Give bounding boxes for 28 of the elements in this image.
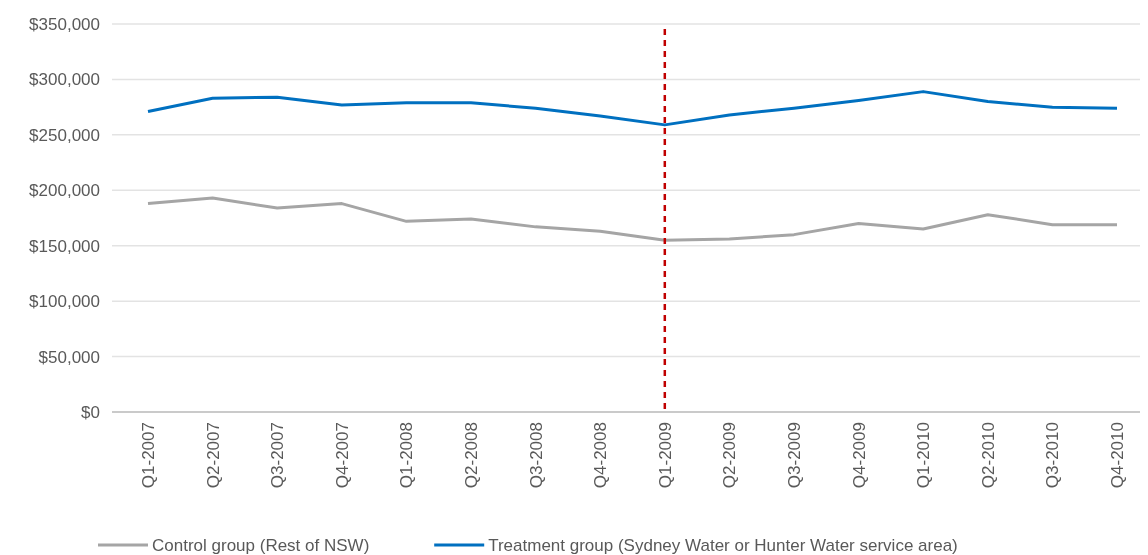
x-tick-label: Q1-2007 [139, 422, 158, 489]
x-tick-label: Q3-2007 [268, 422, 288, 489]
x-tick-label: Q4-2007 [332, 422, 352, 489]
x-tick-label: Q2-2010 [978, 422, 998, 489]
line-series [146, 90, 1119, 127]
x-tick-label: Q3-2009 [785, 422, 804, 489]
y-tick-label: $250,000 [29, 125, 100, 145]
x-tick-label: Q2-2007 [203, 422, 223, 489]
x-tick-label: Q1-2010 [914, 422, 934, 489]
legend-label: Treatment group (Sydney Water or Hunter Water service area) [488, 536, 958, 555]
x-tick-label: Q3-2010 [1043, 422, 1063, 489]
x-tick-label: Q1-2009 [655, 422, 675, 489]
x-tick-label: Q4-2009 [849, 422, 869, 489]
y-tick-label: $300,000 [29, 70, 100, 90]
x-tick-label: Q4-2010 [1108, 422, 1127, 489]
x-tick-label: Q4-2008 [591, 422, 611, 489]
y-tick-label: $50,000 [38, 347, 100, 367]
line-series [146, 196, 1119, 242]
x-tick-label: Q1-2008 [397, 422, 417, 489]
y-tick-label: $150,000 [29, 236, 100, 256]
y-tick-label: $100,000 [29, 292, 100, 312]
y-tick-label: $350,000 [29, 14, 100, 34]
x-tick-label: Q2-2009 [720, 422, 740, 489]
x-tick-label: Q3-2008 [526, 422, 546, 489]
y-tick-label: $200,000 [29, 181, 100, 201]
y-tick-label: $0 [81, 402, 100, 422]
x-tick-label: Q2-2008 [462, 422, 481, 489]
legend-label: Control group (Rest of NSW) [152, 536, 370, 555]
